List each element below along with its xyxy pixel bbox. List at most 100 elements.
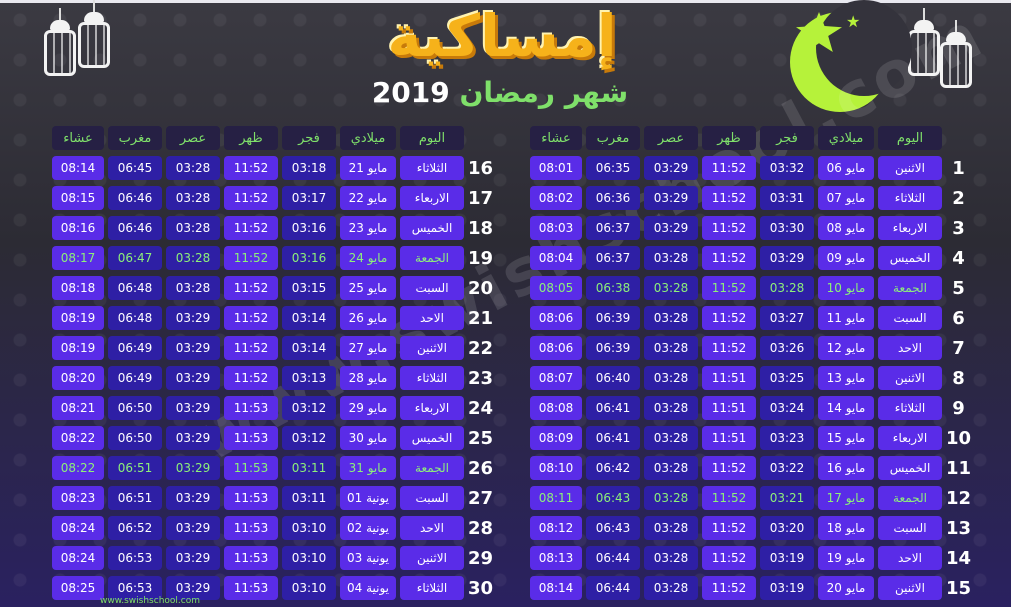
cell-dhuhr: 11:52 (224, 306, 278, 330)
cell-maghrib: 06:48 (108, 276, 162, 300)
cell-maghrib: 06:39 (586, 336, 640, 360)
table-row: 08:25 06:53 03:29 11:53 03:10 04 يونية الثلاثا… (52, 576, 493, 600)
cell-day: الاثنين (878, 576, 942, 600)
table-row: 08:09 06:41 03:28 11:51 03:23 15 مايو الاربعاء… (530, 426, 971, 450)
cell-maghrib: 06:53 (108, 576, 162, 600)
cell-n: 17 (468, 187, 494, 209)
cell-dhuhr: 11:53 (224, 516, 278, 540)
cell-dhuhr: 11:51 (702, 366, 756, 390)
cell-asr: 03:28 (166, 276, 220, 300)
cell-fajr: 03:17 (282, 186, 336, 210)
cell-date: 11 مايو (818, 306, 874, 330)
subtitle-text: شهر رمضان (459, 76, 629, 109)
cell-dhuhr: 11:52 (224, 366, 278, 390)
cell-fajr: 03:20 (760, 516, 814, 540)
cell-dhuhr: 11:52 (702, 576, 756, 600)
table-row: 08:23 06:51 03:29 11:53 03:11 01 يونية السبت 27 (52, 486, 493, 510)
cell-dhuhr: 11:52 (702, 486, 756, 510)
cell-maghrib: 06:41 (586, 426, 640, 450)
col-dhuhr: ظهر (224, 126, 278, 150)
cell-n: 2 (952, 187, 965, 209)
table-row: 08:02 06:36 03:29 11:52 03:31 07 مايو الثلاثاء… (530, 186, 971, 210)
cell-date: 23 مايو (340, 216, 396, 240)
cell-maghrib: 06:36 (586, 186, 640, 210)
table-row: 08:14 06:44 03:28 11:52 03:19 20 مايو الاثنين 1… (530, 576, 971, 600)
cell-dhuhr: 11:52 (224, 276, 278, 300)
table-row: 08:13 06:44 03:28 11:52 03:19 19 مايو الاحد 14 (530, 546, 971, 570)
cell-asr: 03:29 (166, 366, 220, 390)
cell-fajr: 03:19 (760, 546, 814, 570)
cell-asr: 03:29 (166, 426, 220, 450)
cell-date: 29 مايو (340, 396, 396, 420)
table-row: 08:19 06:49 03:29 11:52 03:14 27 مايو الاثنين 2… (52, 336, 493, 360)
cell-n: 28 (468, 517, 494, 539)
cell-day: السبت (878, 306, 942, 330)
table-row: 08:17 06:47 03:28 11:52 03:16 24 مايو الجمعة 19 (52, 246, 493, 270)
cell-isha: 08:04 (530, 246, 582, 270)
table-row: 08:22 06:51 03:29 11:53 03:11 31 مايو الجمعة 26 (52, 456, 493, 480)
cell-isha: 08:08 (530, 396, 582, 420)
cell-maghrib: 06:35 (586, 156, 640, 180)
cell-day: السبت (400, 276, 464, 300)
cell-isha: 08:17 (52, 246, 104, 270)
cell-day: الاثنين (878, 156, 942, 180)
cell-date: 21 مايو (340, 156, 396, 180)
cell-day: الجمعة (400, 246, 464, 270)
cell-maghrib: 06:42 (586, 456, 640, 480)
cell-fajr: 03:26 (760, 336, 814, 360)
cell-date: 01 يونية (340, 486, 396, 510)
cell-day: الاحد (400, 306, 464, 330)
table-row: 08:16 06:46 03:28 11:52 03:16 23 مايو الخميس 18 (52, 216, 493, 240)
cell-day: السبت (400, 486, 464, 510)
cell-date: 20 مايو (818, 576, 874, 600)
table-row: 08:10 06:42 03:28 11:52 03:22 16 مايو الخميس 11 (530, 456, 971, 480)
cell-fajr: 03:23 (760, 426, 814, 450)
lantern-icon (906, 8, 942, 88)
table-row: 08:01 06:35 03:29 11:52 03:32 06 مايو الاثنين 1 (530, 156, 971, 180)
cell-maghrib: 06:45 (108, 156, 162, 180)
cell-n: 29 (468, 547, 494, 569)
cell-date: 24 مايو (340, 246, 396, 270)
cell-asr: 03:28 (644, 336, 698, 360)
col-fajr: فجر (282, 126, 336, 150)
table-row: 08:14 06:45 03:28 11:52 03:18 21 مايو الثلاثاء… (52, 156, 493, 180)
subtitle-year: 2019 (371, 76, 450, 109)
cell-fajr: 03:14 (282, 306, 336, 330)
cell-fajr: 03:12 (282, 426, 336, 450)
cell-n: 25 (468, 427, 494, 449)
cell-isha: 08:18 (52, 276, 104, 300)
cell-asr: 03:28 (644, 456, 698, 480)
cell-date: 25 مايو (340, 276, 396, 300)
cell-asr: 03:28 (644, 546, 698, 570)
cell-asr: 03:28 (644, 366, 698, 390)
cell-n: 16 (468, 157, 494, 179)
cell-date: 02 يونية (340, 516, 396, 540)
cell-maghrib: 06:50 (108, 396, 162, 420)
col-dhuhr: ظهر (702, 126, 756, 150)
cell-day: الخميس (878, 246, 942, 270)
cell-n: 26 (468, 457, 494, 479)
cell-asr: 03:28 (166, 246, 220, 270)
cell-date: 19 مايو (818, 546, 874, 570)
cell-day: الخميس (400, 426, 464, 450)
cell-asr: 03:29 (166, 456, 220, 480)
col-fajr: فجر (760, 126, 814, 150)
cell-dhuhr: 11:52 (702, 456, 756, 480)
cell-fajr: 03:15 (282, 276, 336, 300)
cell-fajr: 03:25 (760, 366, 814, 390)
cell-day: الثلاثاء (400, 366, 464, 390)
cell-asr: 03:28 (644, 306, 698, 330)
cell-n: 7 (952, 337, 965, 359)
col-day: اليوم (400, 126, 464, 150)
cell-n: 20 (468, 277, 494, 299)
cell-dhuhr: 11:52 (224, 336, 278, 360)
cell-n: 4 (952, 247, 965, 269)
cell-n: 18 (468, 217, 494, 239)
cell-day: الجمعة (400, 456, 464, 480)
cell-dhuhr: 11:53 (224, 486, 278, 510)
cell-isha: 08:13 (530, 546, 582, 570)
cell-dhuhr: 11:53 (224, 546, 278, 570)
cell-maghrib: 06:44 (586, 576, 640, 600)
cell-date: 06 مايو (818, 156, 874, 180)
cell-day: الاثنين (400, 546, 464, 570)
